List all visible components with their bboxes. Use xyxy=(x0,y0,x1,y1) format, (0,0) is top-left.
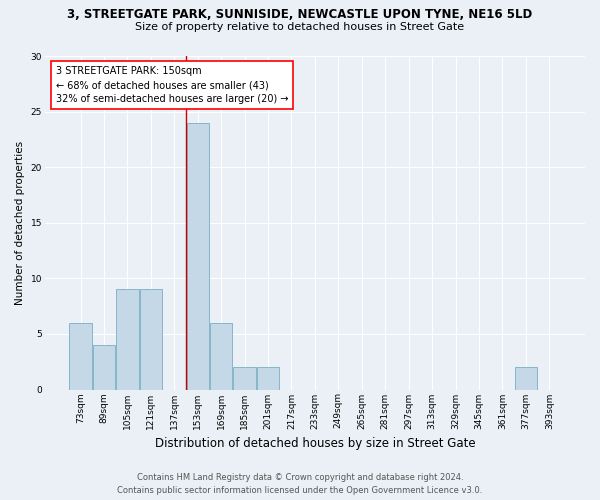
Bar xyxy=(210,323,232,390)
Text: Size of property relative to detached houses in Street Gate: Size of property relative to detached ho… xyxy=(136,22,464,32)
Bar xyxy=(93,345,115,390)
Y-axis label: Number of detached properties: Number of detached properties xyxy=(15,140,25,305)
Text: 3 STREETGATE PARK: 150sqm
← 68% of detached houses are smaller (43)
32% of semi-: 3 STREETGATE PARK: 150sqm ← 68% of detac… xyxy=(56,66,288,104)
X-axis label: Distribution of detached houses by size in Street Gate: Distribution of detached houses by size … xyxy=(155,437,475,450)
Bar xyxy=(187,122,209,390)
Bar xyxy=(140,290,162,390)
Bar xyxy=(116,290,139,390)
Bar xyxy=(257,368,279,390)
Bar xyxy=(233,368,256,390)
Bar xyxy=(70,323,92,390)
Text: Contains HM Land Registry data © Crown copyright and database right 2024.
Contai: Contains HM Land Registry data © Crown c… xyxy=(118,474,482,495)
Bar xyxy=(515,368,537,390)
Text: 3, STREETGATE PARK, SUNNISIDE, NEWCASTLE UPON TYNE, NE16 5LD: 3, STREETGATE PARK, SUNNISIDE, NEWCASTLE… xyxy=(67,8,533,20)
